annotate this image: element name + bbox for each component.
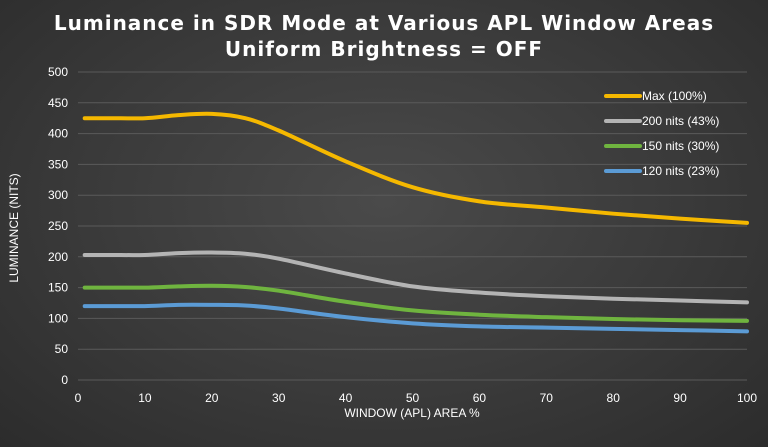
x-tick-label: 10 [138, 391, 152, 405]
y-tick-label: 0 [61, 373, 68, 387]
series-line [82, 111, 749, 225]
x-tick-label: 60 [473, 391, 487, 405]
x-tick-label: 100 [737, 391, 757, 405]
chart-title-line-1: Luminance in SDR Mode at Various APL Win… [54, 11, 714, 35]
y-tick-label: 50 [55, 342, 69, 356]
chart-title: Luminance in SDR Mode at Various APL Win… [54, 11, 714, 61]
series-line [82, 302, 749, 334]
x-tick-label: 0 [75, 391, 82, 405]
legend-entry-label: Max (100%) [642, 89, 707, 103]
y-tick-label: 450 [48, 96, 68, 110]
x-tick-label: 70 [540, 391, 554, 405]
x-axis-ticks: 0 10 20 30 40 50 60 70 80 90 100 [75, 391, 758, 405]
y-axis-ticks: 0 50 100 150 200 250 300 350 400 450 500 [48, 65, 68, 387]
gridlines [78, 71, 747, 381]
y-tick-label: 300 [48, 188, 68, 202]
legend: Max (100%) 200 nits (43%) 150 nits (30%) 12… [604, 89, 719, 178]
legend-entry-label: 200 nits (43%) [642, 114, 719, 128]
series-line [82, 250, 749, 305]
x-tick-label: 90 [673, 391, 687, 405]
x-tick-label: 30 [272, 391, 286, 405]
y-tick-label: 250 [48, 219, 68, 233]
x-tick-label: 80 [607, 391, 621, 405]
series-lines [82, 111, 749, 334]
x-tick-label: 40 [339, 391, 353, 405]
legend-entry-label: 150 nits (30%) [642, 139, 719, 153]
y-tick-label: 200 [48, 250, 68, 264]
legend-entry-label: 120 nits (23%) [642, 164, 719, 178]
y-tick-label: 500 [48, 65, 68, 79]
series-line [82, 283, 749, 323]
x-axis-label: WINDOW (APL) AREA % [344, 406, 480, 420]
x-tick-label: 50 [406, 391, 420, 405]
y-tick-label: 150 [48, 281, 68, 295]
y-tick-label: 350 [48, 157, 68, 171]
y-axis-label: LUMINANCE (NITS) [7, 173, 21, 282]
x-tick-label: 20 [205, 391, 219, 405]
y-tick-label: 400 [48, 127, 68, 141]
y-tick-label: 100 [48, 311, 68, 325]
chart-title-line-2: Uniform Brightness = OFF [225, 37, 543, 61]
